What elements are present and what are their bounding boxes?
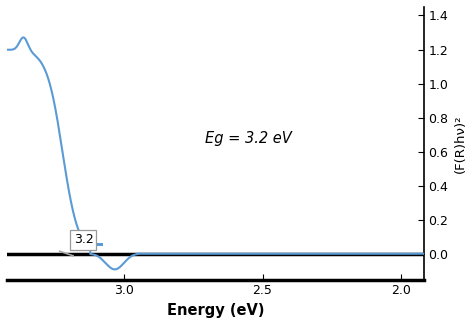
- Text: Eg = 3.2 eV: Eg = 3.2 eV: [205, 131, 292, 146]
- Y-axis label: (F(R)hν)²: (F(R)hν)²: [454, 114, 467, 173]
- Text: 3.2: 3.2: [73, 233, 93, 246]
- X-axis label: Energy (eV): Energy (eV): [166, 303, 264, 318]
